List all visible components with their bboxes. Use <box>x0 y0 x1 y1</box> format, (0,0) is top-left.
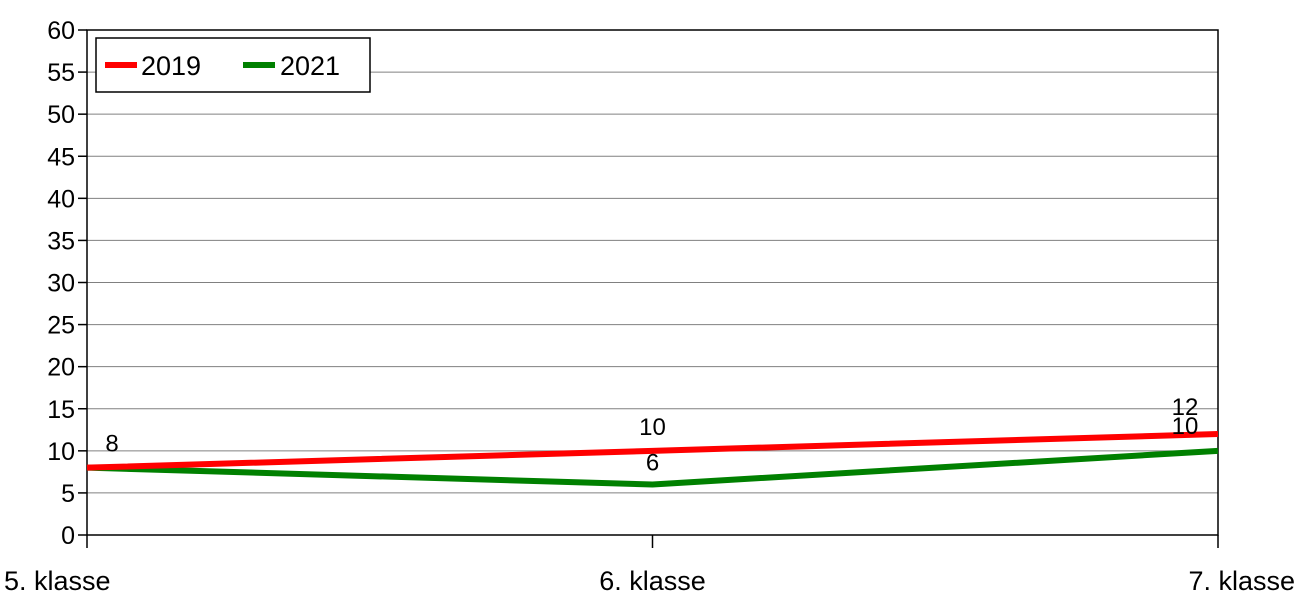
y-tick-label: 15 <box>47 396 75 424</box>
legend-box <box>95 37 371 93</box>
y-tick-label: 45 <box>47 143 75 171</box>
x-axis: 5. klasse 6. klasse 7. klasse <box>4 535 1295 596</box>
y-tick-label: 5 <box>61 480 75 508</box>
y-tick-label: 55 <box>47 59 75 87</box>
x-tick-label: 7. klasse <box>1188 566 1295 596</box>
x-tick-label: 6. klasse <box>599 566 706 596</box>
y-tick-label: 25 <box>47 312 75 340</box>
data-label-2019: 8 <box>105 431 118 458</box>
data-label-2021: 6 <box>646 450 659 477</box>
legend-label-2019: 2019 <box>141 51 201 81</box>
y-axis: 0 5 10 15 20 25 30 35 40 45 50 55 60 <box>47 17 87 550</box>
legend-label-2021: 2021 <box>280 51 340 81</box>
y-tick-label: 10 <box>47 438 75 466</box>
data-label-2019: 10 <box>639 414 666 441</box>
y-tick-label: 60 <box>47 17 75 45</box>
series-line-2021 <box>86 447 1219 488</box>
x-tick-label: 5. klasse <box>4 566 111 596</box>
legend: 2019 2021 <box>95 37 371 93</box>
y-tick-label: 30 <box>47 270 75 298</box>
series-line-2019 <box>86 431 1219 471</box>
data-label-2019: 12 <box>1172 394 1199 421</box>
y-tick-label: 20 <box>47 354 75 382</box>
y-tick-label: 40 <box>47 185 75 213</box>
y-tick-label: 35 <box>47 227 75 255</box>
y-tick-label: 0 <box>61 522 75 550</box>
series-group <box>86 431 1219 488</box>
y-tick-label: 50 <box>47 101 75 129</box>
data-label-2021: 10 <box>1172 413 1199 440</box>
